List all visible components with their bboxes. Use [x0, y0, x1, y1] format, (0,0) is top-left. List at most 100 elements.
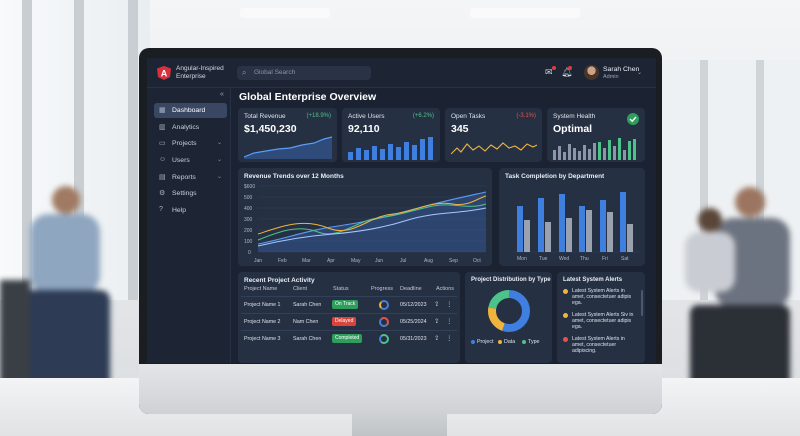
kpi-title: Active Users — [348, 113, 385, 120]
mail-icon[interactable]: ✉ — [545, 67, 553, 77]
project-activity-card: Recent Project Activity Project Name Cli… — [238, 272, 460, 363]
bell-badge — [568, 66, 572, 70]
bell-icon[interactable]: 🔔︎ — [561, 67, 573, 77]
alert-item[interactable]: Latest System Alerts Siv in amet, consec… — [563, 312, 639, 330]
series-line — [257, 207, 487, 247]
revenue-area — [258, 192, 486, 252]
table-row[interactable]: Project Name 1 Sarah Chen On Track 05/12… — [241, 296, 457, 313]
sidebar-item-dashboard[interactable]: ▦ Dashboard — [154, 103, 227, 118]
person-left — [0, 186, 110, 400]
more-icon[interactable]: ⋮ — [446, 335, 453, 342]
bar — [538, 198, 544, 252]
bar — [524, 220, 530, 252]
table-row[interactable]: Project Name 2 Nam Chen Delayed 05/25/20… — [241, 313, 457, 330]
x-tick: Sat — [621, 256, 629, 262]
task-chart-card: Task Completion by Department — [499, 168, 645, 266]
bar — [600, 200, 606, 252]
y-tick: $600 — [244, 184, 255, 190]
sidebar-item-label: Projects — [172, 140, 197, 147]
kpi-card-tasks[interactable]: Open Tasks (-3.1%) 345 — [445, 108, 542, 162]
status-badge: Completed — [332, 334, 363, 343]
sidebar-item-label: Help — [172, 207, 186, 214]
alert-item[interactable]: Latest System Alerts in amet, consectetu… — [563, 288, 639, 306]
dashboard-icon: ▦ — [159, 107, 166, 114]
kpi-card-health[interactable]: System Health Optimal — [547, 108, 645, 162]
ceiling-light — [240, 8, 330, 18]
bar — [566, 218, 572, 252]
sidebar-item-reports[interactable]: ▤ Reports ⌄ — [154, 170, 227, 185]
y-tick: 500 — [244, 195, 253, 201]
monitor-stand — [352, 410, 447, 436]
column-header: Status — [333, 286, 349, 292]
kpi-value: 345 — [451, 123, 469, 135]
more-icon[interactable]: ⋮ — [446, 301, 453, 308]
bar-chart-icon: ▥ — [159, 124, 166, 131]
search-placeholder: Global Search — [254, 69, 296, 76]
table-row[interactable]: Project Name 3 Sarah Chen Completed 05/3… — [241, 330, 457, 347]
y-tick: 400 — [244, 206, 253, 212]
alert-dot — [563, 313, 568, 318]
distribution-donut — [488, 290, 530, 332]
x-tick: Oct — [473, 258, 481, 264]
donut-slice — [488, 290, 530, 332]
chevron-down-icon[interactable]: ⌄ — [637, 70, 643, 76]
share-icon[interactable]: ⇪ — [434, 335, 440, 342]
kpi-delta: (+6.2%) — [412, 113, 434, 119]
share-icon[interactable]: ⇪ — [434, 318, 440, 325]
chart-title: Project Distribution by Type — [471, 277, 551, 283]
gear-icon: ⚙ — [159, 190, 166, 197]
deadline: 05/31/2023 — [400, 336, 427, 342]
x-tick: Apr — [327, 258, 335, 264]
chart-title: Task Completion by Department — [505, 173, 605, 180]
search-input[interactable]: ⌕ Global Search — [237, 66, 371, 80]
sidebar-item-label: Analytics — [172, 124, 200, 131]
sidebar-item-analytics[interactable]: ▥ Analytics — [154, 120, 227, 135]
x-tick: Mon — [517, 256, 527, 262]
client-name: Nam Chen — [293, 319, 319, 325]
sidebar-item-settings[interactable]: ⚙ Settings — [154, 186, 227, 201]
mail-badge — [552, 66, 556, 70]
top-bar: A Angular-Inspired Enterprise ⌕ Global Se… — [147, 58, 656, 88]
kpi-card-revenue[interactable]: Total Revenue (+18.9%) $1,450,230 — [238, 108, 337, 162]
alerts-scrollbar[interactable] — [641, 290, 643, 316]
project-name: Project Name 2 — [244, 319, 281, 325]
x-tick: Thu — [580, 256, 589, 262]
distribution-card: Project Distribution by Type Project Dat… — [465, 272, 552, 363]
sidebar-item-projects[interactable]: ▭ Projects ⌄ — [154, 136, 227, 151]
x-tick: Sep — [449, 258, 458, 264]
alert-text: Latest System Alerts in amet, consectetu… — [572, 336, 625, 354]
chart-title: Revenue Trends over 12 Months — [244, 173, 344, 180]
x-tick: Jan — [254, 258, 262, 264]
x-tick: Fri — [602, 256, 608, 262]
share-icon[interactable]: ⇪ — [434, 301, 440, 308]
kpi-value: Optimal — [553, 123, 593, 135]
kpi-value: $1,450,230 — [244, 123, 297, 135]
sidebar-item-help[interactable]: ? Help — [154, 203, 227, 218]
kpi-title: System Health — [553, 113, 596, 120]
status-badge: Delayed — [332, 317, 357, 326]
alert-item[interactable]: Latest System Alerts in amet, consectetu… — [563, 336, 639, 354]
y-tick: 0 — [248, 250, 251, 256]
users-bar-sparkline — [348, 137, 433, 160]
more-icon[interactable]: ⋮ — [446, 318, 453, 325]
alert-text: Latest System Alerts in amet, consectetu… — [572, 288, 632, 306]
collapse-sidebar-icon[interactable]: « — [220, 91, 224, 98]
person-right — [685, 187, 790, 405]
client-name: Sarah Chen — [293, 302, 322, 308]
chevron-down-icon: ⌄ — [216, 174, 222, 180]
table-title: Recent Project Activity — [244, 277, 315, 284]
bar — [627, 224, 633, 252]
sidebar-item-users[interactable]: ☺ Users ⌄ — [154, 153, 227, 168]
kpi-card-users[interactable]: Active Users (+6.2%) 92,110 — [342, 108, 440, 162]
y-tick: 100 — [244, 239, 253, 245]
ceiling-light — [470, 8, 580, 18]
tasks-sparkline — [451, 142, 537, 155]
column-header: Project Name — [244, 286, 278, 292]
alerts-title: Latest System Alerts — [563, 277, 623, 283]
progress-ring — [379, 334, 389, 344]
column-header: Actions — [436, 286, 455, 292]
avatar[interactable] — [584, 65, 599, 80]
monitor-chin — [139, 364, 662, 414]
health-bar-sparkline — [553, 138, 636, 160]
sidebar-item-label: Settings — [172, 190, 197, 197]
